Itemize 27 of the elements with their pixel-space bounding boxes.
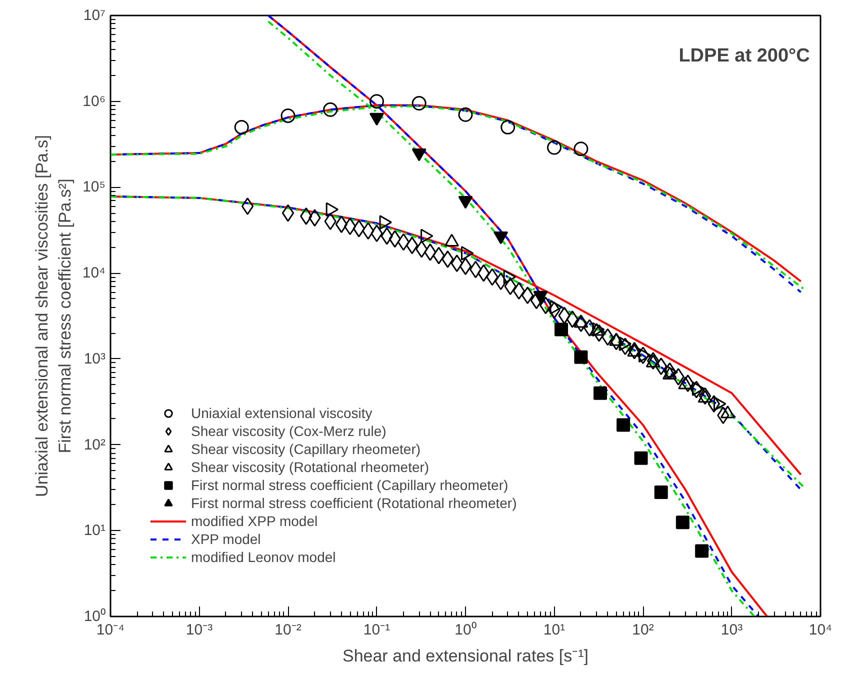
x-tick-label: 10⁻³ [186, 622, 213, 638]
x-tick-label: 10⁰ [454, 622, 476, 638]
x-tick-label: 10¹ [543, 622, 566, 638]
legend-label: Uniaxial extensional viscosity [191, 404, 372, 422]
x-axis-title: Shear and extensional rates [s⁻¹] [342, 646, 589, 666]
legend-label: modified Leonov model [191, 548, 336, 566]
y-tick-label: 10³ [84, 350, 106, 368]
legend-label: XPP model [191, 530, 261, 548]
legend-label: modified XPP model [191, 512, 318, 530]
legend-label: Shear viscosity (Rotational rheometer) [191, 458, 430, 476]
x-tick-label: 10² [632, 622, 654, 638]
legend-label: Shear viscosity (Cox-Merz rule) [191, 422, 386, 440]
legend-label: First normal stress coefficient (Capillary rheometer) [191, 476, 508, 494]
legend-label: Shear viscosity (Capillary rheometer) [191, 440, 421, 458]
legend-label: First normal stress coefficient (Rotational rheometer) [191, 494, 517, 512]
y-tick-label: 10⁵ [82, 178, 106, 196]
y-tick-label: 10² [84, 436, 106, 454]
x-tick-label: 10⁻² [274, 622, 302, 638]
y-tick-label: 10⁷ [83, 7, 106, 24]
y-tick-label: 10⁴ [82, 264, 106, 282]
y-tick-label: 10¹ [84, 522, 106, 540]
y-tick-label: 10⁶ [82, 92, 106, 110]
y-axis-title: Uniaxial extensional and shear viscosities [Pa.s] First normal stress coefficient [Pa.s²] [32, 135, 74, 497]
x-tick-label: 10⁴ [808, 622, 832, 638]
x-tick-label: 10⁻¹ [363, 622, 390, 638]
text: LDPE at 200°C [678, 46, 810, 67]
x-tick-label: 10³ [720, 622, 743, 638]
